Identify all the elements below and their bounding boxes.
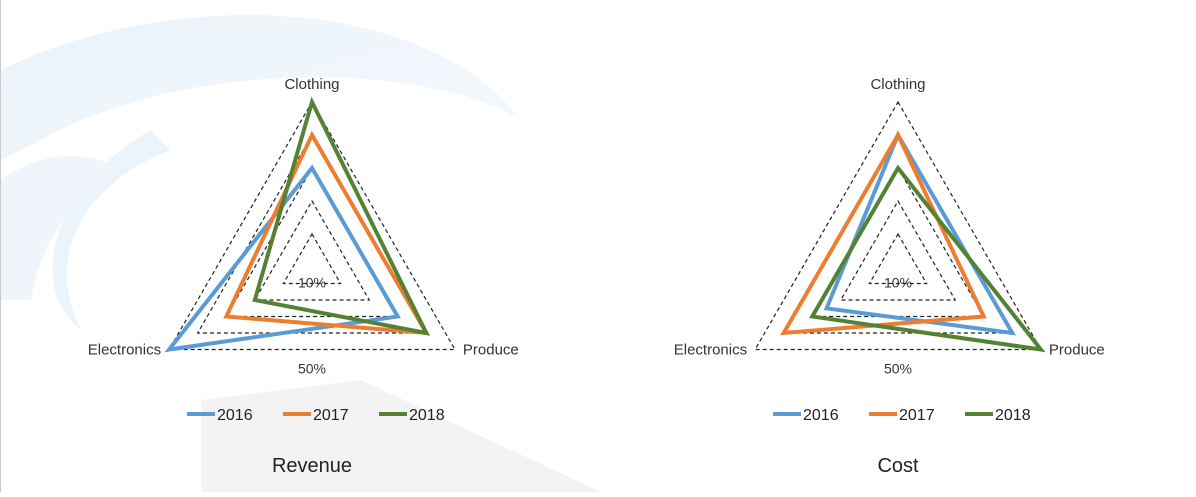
legend[interactable]: 2016 2017 2018 xyxy=(773,407,1031,424)
ring-label-outer: 50% xyxy=(298,361,326,377)
chart-title: Revenue xyxy=(272,455,352,477)
category-label-electronics: Electronics xyxy=(88,342,161,359)
legend-label-2016: 2016 xyxy=(217,407,253,424)
category-label-electronics: Electronics xyxy=(674,342,747,359)
ring-label-outer: 50% xyxy=(884,361,912,377)
legend-label-2016: 2016 xyxy=(803,407,839,424)
category-label-produce: Produce xyxy=(1049,342,1105,359)
legend-label-2017: 2017 xyxy=(313,407,349,424)
category-label-clothing: Clothing xyxy=(284,76,339,93)
series-2017 xyxy=(223,130,430,336)
legend[interactable]: 2016 2017 2018 xyxy=(187,407,445,424)
grid-ring xyxy=(754,100,1042,351)
grid-ring xyxy=(253,199,371,301)
grid-ring xyxy=(282,232,342,285)
series-2018 xyxy=(809,164,1046,353)
background-watermark xyxy=(1,15,601,492)
series-2016 xyxy=(164,164,401,353)
ring-label-inner: 10% xyxy=(298,275,326,291)
chart-title: Cost xyxy=(877,455,919,477)
series-2018 xyxy=(252,96,430,336)
category-label-clothing: Clothing xyxy=(870,76,925,93)
legend-label-2017: 2017 xyxy=(899,407,935,424)
series-2016 xyxy=(823,130,1017,336)
ring-label-inner: 10% xyxy=(884,275,912,291)
category-label-produce: Produce xyxy=(463,342,519,359)
legend-label-2018: 2018 xyxy=(409,407,445,424)
grid-ring xyxy=(839,199,957,301)
legend-label-2018: 2018 xyxy=(995,407,1031,424)
series-2017 xyxy=(780,130,987,336)
radar-chart-cost: 10% 50% Clothing Produce Electronics 2016 2017… xyxy=(674,76,1105,477)
grid-ring xyxy=(168,100,456,351)
radar-chart-revenue: 10% 50% Clothing Produce Electronics 2016 2017… xyxy=(88,76,519,477)
grid-ring xyxy=(868,232,928,285)
